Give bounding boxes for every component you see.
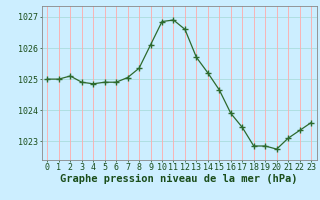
X-axis label: Graphe pression niveau de la mer (hPa): Graphe pression niveau de la mer (hPa)	[60, 174, 298, 184]
